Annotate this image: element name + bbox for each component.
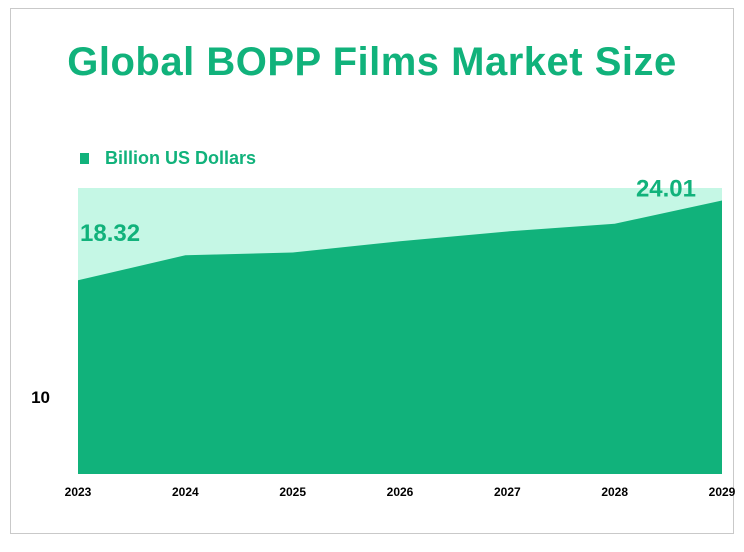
legend: Billion US Dollars <box>80 148 256 169</box>
x-tick-label: 2026 <box>387 485 414 499</box>
data-labels: 18.32 24.01 <box>80 175 696 247</box>
legend-label: Billion US Dollars <box>105 148 257 168</box>
legend-swatch <box>80 153 89 164</box>
x-axis-ticks: 2023 2024 2025 2026 2027 2028 2029 <box>65 485 736 499</box>
chart-title: Global BOPP Films Market Size <box>67 40 677 84</box>
area-series <box>78 200 722 474</box>
x-tick-label: 2025 <box>279 485 306 499</box>
x-tick-label: 2027 <box>494 485 521 499</box>
y-tick-label: 10 <box>31 388 50 407</box>
x-tick-label: 2023 <box>65 485 92 499</box>
x-tick-label: 2029 <box>709 485 736 499</box>
data-label: 24.01 <box>636 175 696 202</box>
y-axis-ticks: 10 <box>31 388 50 407</box>
data-label: 18.32 <box>80 220 140 247</box>
x-tick-label: 2024 <box>172 485 199 499</box>
x-tick-label: 2028 <box>601 485 628 499</box>
